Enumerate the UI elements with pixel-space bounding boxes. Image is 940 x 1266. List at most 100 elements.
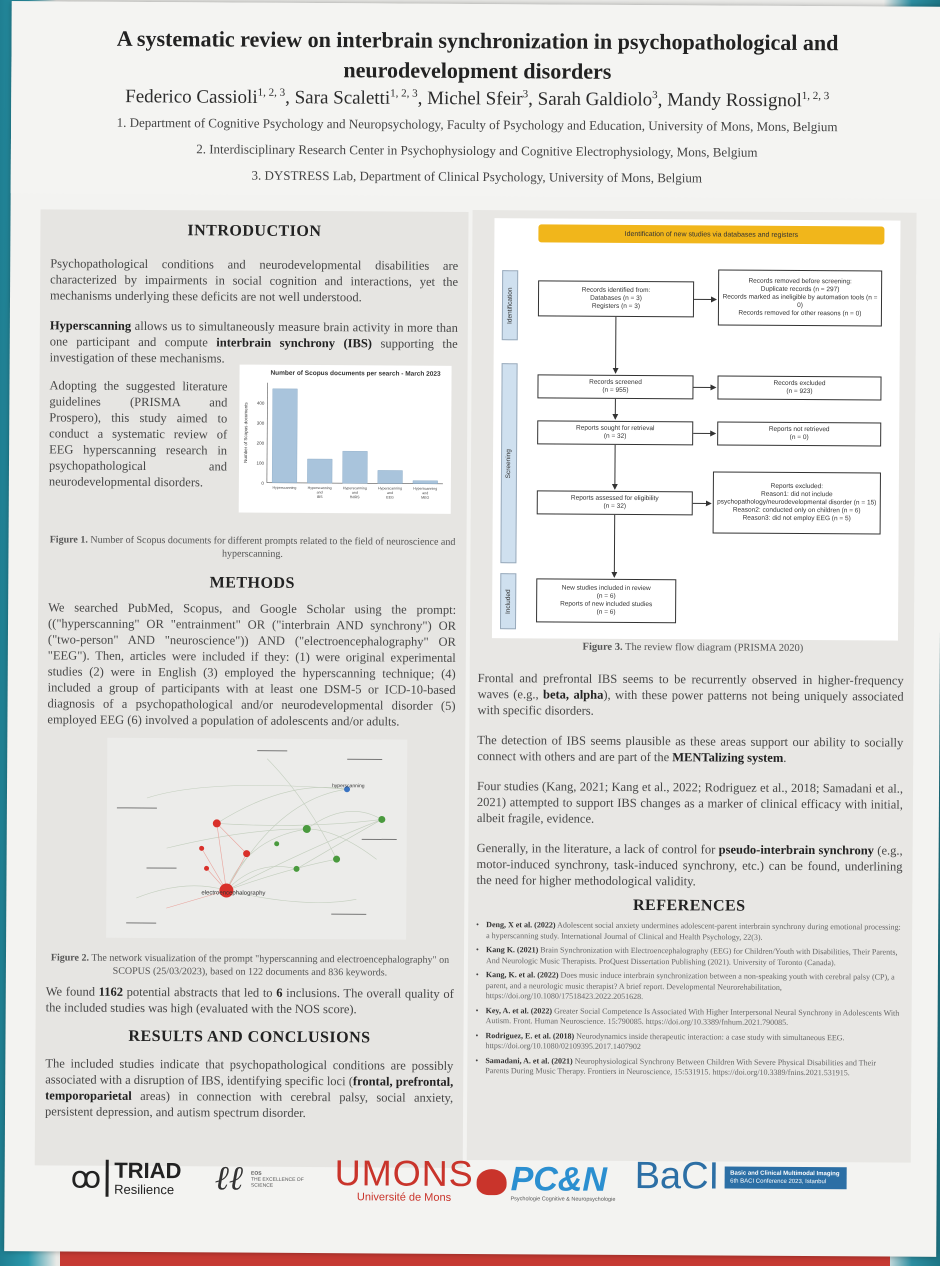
results-heading: RESULTS AND CONCLUSIONS (128, 1027, 371, 1047)
network-node-label: electroencephalography (201, 890, 265, 896)
figure-3-text: The review flow diagram (PRISMA 2020) (622, 641, 804, 655)
x-tick-label: MEG (421, 496, 429, 500)
reference-text: Brain Synchronization with Electroenceph… (485, 945, 898, 967)
records-identified-box: Records identified from: Databases (n = 3… (537, 280, 695, 318)
reference-item: Samadani, A. et al. (2021) Neurophysiolo… (475, 1056, 901, 1080)
box-line: Reports not retrieved (768, 425, 830, 434)
reference-author: Kang K. (2021) (486, 945, 539, 955)
y-tick-label: 0 (261, 481, 264, 486)
x-tick-label: and (317, 491, 323, 495)
results-text: Generally, in the literature, a lack of … (476, 841, 719, 857)
records-removed-box: Records removed before screening: Duplica… (717, 269, 883, 327)
box-line: New studies included in review (561, 584, 651, 593)
reports-excluded-box: Reports excluded: Reason1: did not includ… (712, 471, 881, 535)
pcn-logo-text: PC&N (510, 1160, 608, 1199)
y-tick-label: 400 (257, 401, 265, 406)
eos-logo: ℓℓ EOS THE EXCELLENCE OF SCIENCE (215, 1160, 312, 1199)
results-paragraph-3: The detection of IBS seems plausible as … (477, 732, 903, 767)
stage-included: Included (499, 573, 517, 630)
included-box: New studies included in review (n = 6) Rep… (536, 578, 677, 624)
y-tick-label: 100 (256, 461, 264, 466)
author-affil-sup: 1, 2, 3 (801, 89, 830, 103)
chart-bar (307, 458, 333, 484)
author-name: Federico Cassioli (125, 86, 258, 108)
reference-item: Key, A. et al. (2022) Greater Social Com… (476, 1006, 902, 1030)
x-tick-label: EEG (386, 495, 394, 499)
figure-3-label: Figure 3. (582, 641, 623, 653)
scopus-bar-chart: Number of Scopus documents per search - … (238, 364, 452, 514)
chart-title: Number of Scopus documents per search - … (270, 370, 441, 378)
stage-screening: Screening (500, 363, 518, 564)
box-line: Records marked as ineligible by automati… (722, 293, 878, 310)
results-paragraph-5: Generally, in the literature, a lack of … (476, 840, 902, 891)
box-line: Reason3: did not employ EEG (n = 5) (742, 514, 851, 523)
umons-logo: UMONS Université de Mons (334, 1152, 474, 1204)
figure-2-text: The network visualization of the prompt … (88, 952, 450, 979)
stage-identification: Identification (501, 270, 519, 341)
x-tick-label: Hyperscanning (378, 486, 402, 490)
poster: A systematic review on interbrain synchr… (4, 1, 940, 1257)
box-line: (n = 6) (596, 608, 616, 616)
box-line: (n = 32) (603, 432, 627, 440)
box-line: Registers (n = 3) (591, 302, 641, 311)
triad-figures-icon: ꝏ (70, 1160, 102, 1196)
figure-1-caption: Figure 1. Number of Scopus documents for… (48, 533, 456, 561)
box-line: Reports assessed for eligibility (570, 494, 659, 503)
box-line: Records excluded (773, 379, 826, 388)
intro-paragraph-1: Psychopathological conditions and neurod… (49, 256, 459, 305)
author-affil-sup: 3 (522, 88, 529, 101)
x-tick-label: and (387, 491, 393, 495)
author-affil-sup: 3 (652, 89, 658, 102)
methods-paragraph: We searched PubMed, Scopus, and Google S… (47, 600, 457, 729)
prisma-flow-diagram: Identification of new studies via databa… (491, 218, 901, 641)
reference-author: Rodriguez, E. et al. (2018) (485, 1030, 575, 1041)
box-line: (n = 32) (603, 502, 627, 510)
box-line: (n = 6) (596, 592, 616, 600)
figure-2-caption: Figure 2. The network visualization of t… (46, 951, 454, 979)
chart-bar (377, 470, 403, 484)
author-name: Sarah Galdiolo (537, 88, 653, 111)
reference-author: Deng, X et al. (2022) (486, 920, 556, 930)
keyword-network-visualization: electroencephalography hyperscanning (106, 737, 408, 940)
x-tick-label: and (422, 491, 428, 495)
triad-logo-sub: Resilience (114, 1181, 175, 1197)
x-tick-label: Hyperscanning (413, 487, 437, 491)
x-tick-label: IBS (317, 495, 323, 499)
results-paragraph-2: Frontal and prefrontal IBS seems to be r… (477, 670, 903, 721)
baci-logo-text: BaCI (634, 1154, 720, 1198)
box-line: Reports sought for retrieval (576, 424, 655, 433)
box-line: Records removed for other reasons (n = 0… (738, 309, 862, 318)
left-panel: INTRODUCTION Psychopathological conditio… (34, 209, 469, 1168)
network-node-label: hyperscanning (332, 783, 365, 789)
prisma-banner: Identification of new studies via databa… (538, 224, 885, 245)
right-text-column: Frontal and prefrontal IBS seems to be r… (475, 670, 903, 1083)
stage-label: Identification (506, 286, 514, 324)
reports-sought-box: Reports sought for retrieval (n = 32) (537, 420, 694, 446)
author-affil-sup: 1, 2, 3 (390, 87, 418, 100)
methods-text: We found (45, 984, 99, 999)
author-affil-sup: 1, 2, 3 (257, 86, 286, 99)
reference-author: Samadani, A. et al. (2021) (485, 1055, 573, 1066)
y-axis-line (266, 382, 268, 483)
box-line: Records screened (589, 378, 642, 387)
sponsor-logos: ꝏ TRIAD Resilience ℓℓ EOS THE EXCELLENCE… (64, 1152, 864, 1237)
intro-figure-row: Adopting the suggested literature guidel… (39, 364, 468, 524)
results-text: . (783, 750, 787, 765)
introduction-heading: INTRODUCTION (187, 222, 322, 241)
author-name: Sara Scaletti (294, 87, 391, 109)
box-line: Reason1: did not include psychopathology… (717, 490, 877, 507)
reference-author: Kang, K. et al. (2022) (485, 970, 559, 980)
y-tick-label: 200 (257, 441, 265, 446)
methods-heading: METHODS (209, 574, 295, 592)
reference-item: Deng, X et al. (2022) Adolescent social … (476, 920, 902, 944)
reports-not-retrieved-box: Reports not retrieved (n = 0) (717, 421, 882, 447)
y-tick-label: 300 (257, 421, 265, 426)
references-heading: REFERENCES (632, 896, 746, 915)
waves-term: beta, alpha (542, 687, 604, 702)
chart-bar (271, 388, 298, 484)
affiliation-3: 3. DYSTRESS Lab, Department of Clinical … (251, 167, 703, 186)
chart-bar (342, 450, 368, 484)
reference-item: Kang, K. et al. (2022) Does music induce… (476, 970, 902, 1004)
reference-author: Key, A. et al. (2022) (485, 1005, 553, 1015)
x-tick-label: Hyperscanning (343, 486, 367, 490)
